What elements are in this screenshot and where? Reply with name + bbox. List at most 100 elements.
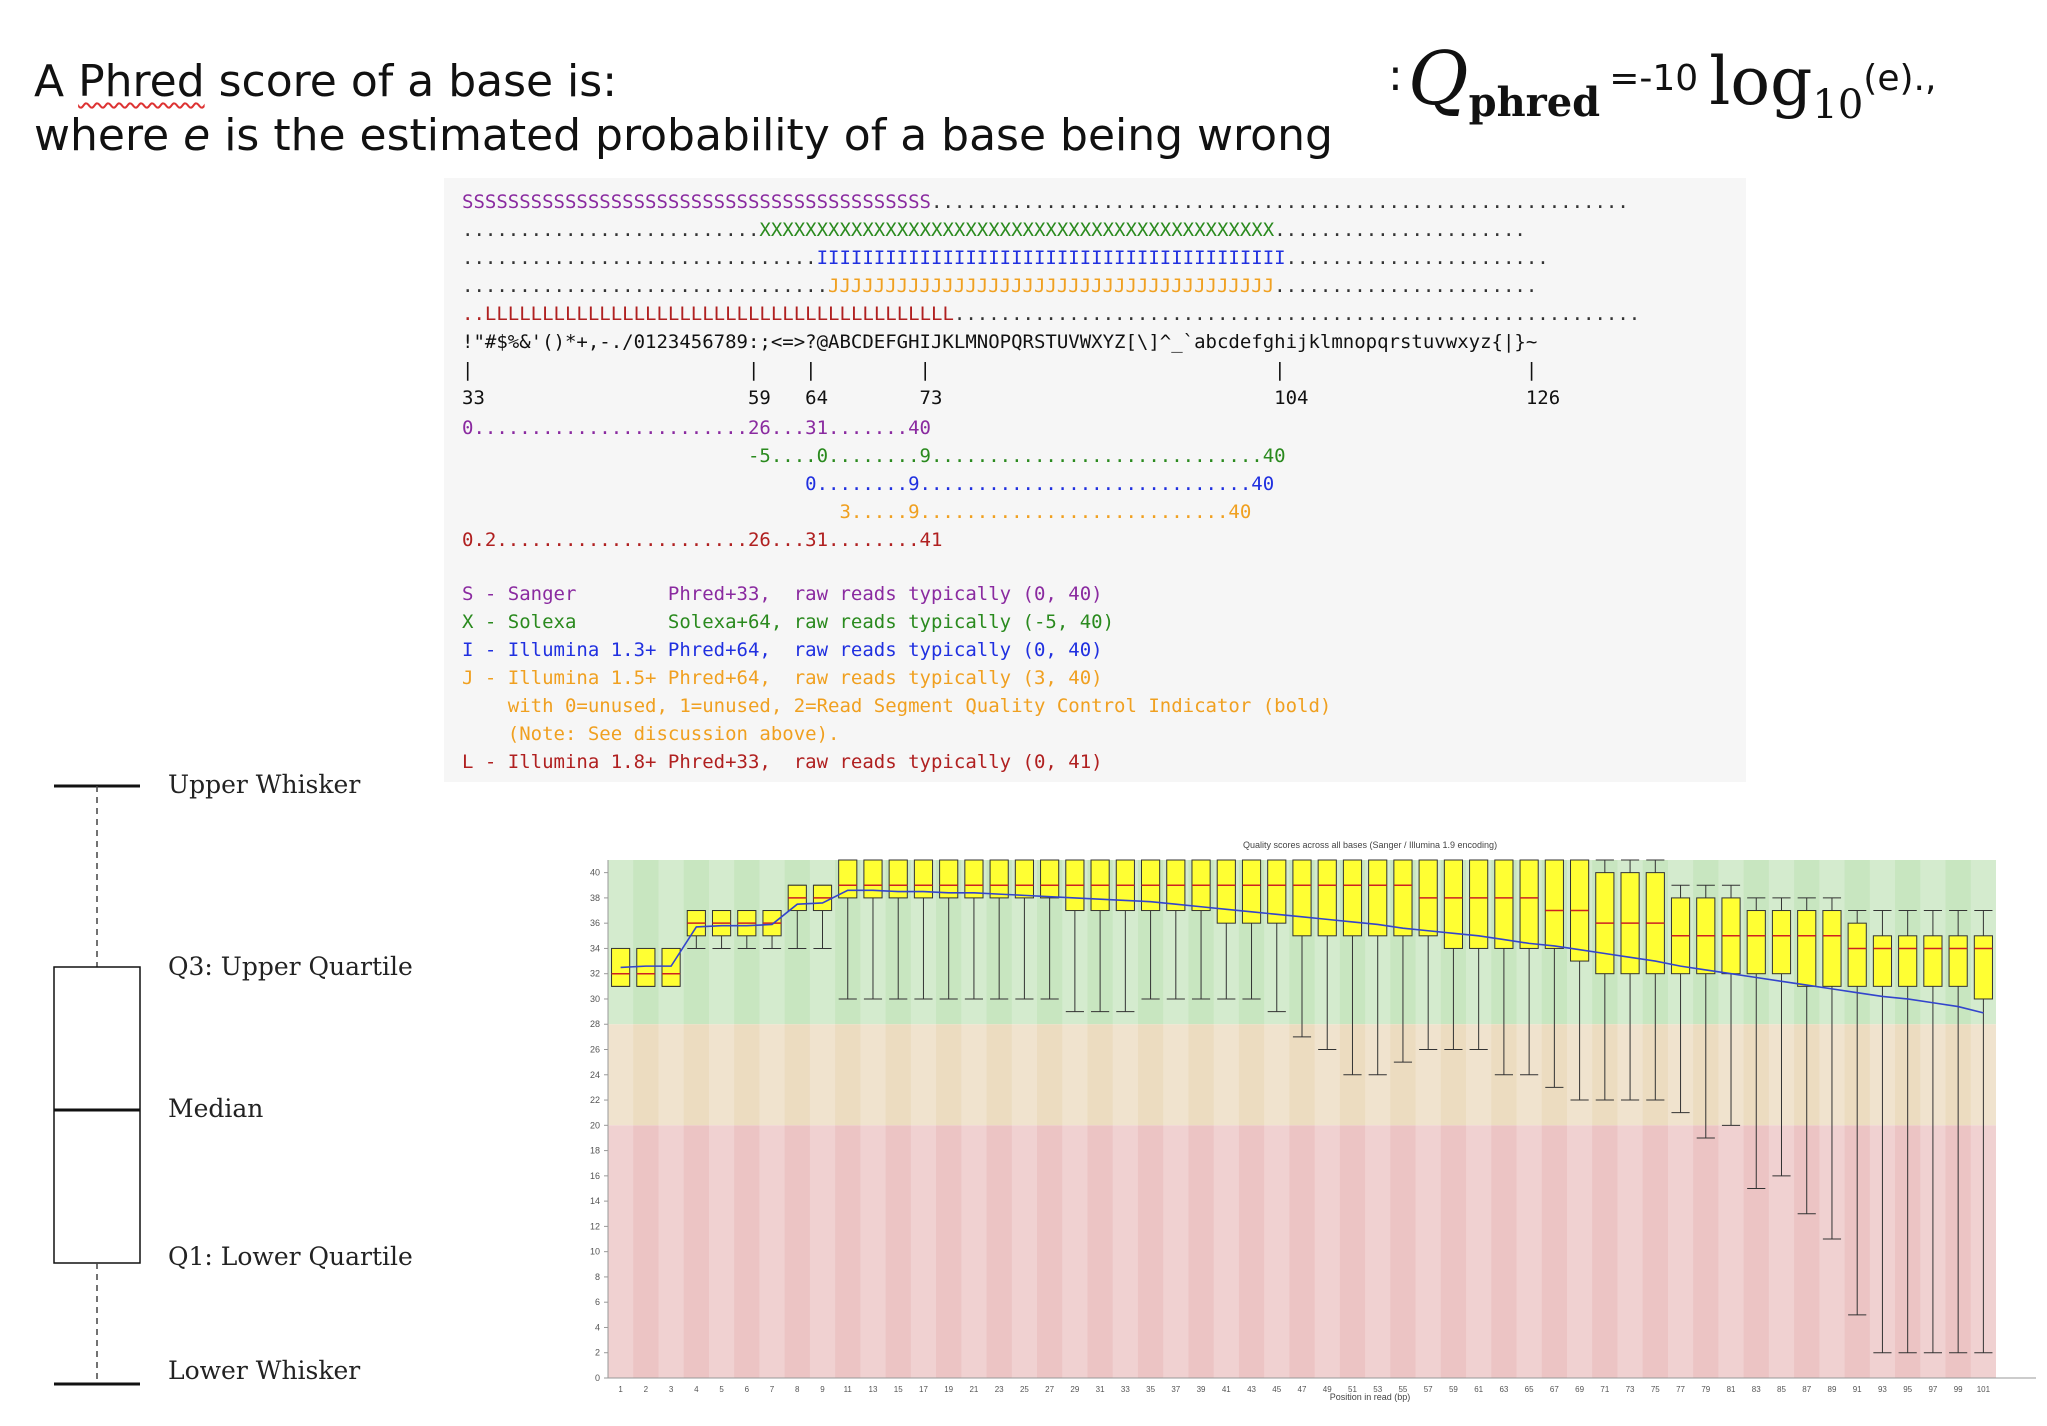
quality-box xyxy=(1267,859,1287,924)
x-tick-label: 73 xyxy=(1626,1385,1635,1394)
legend-solexa: X - Solexa Solexa+64, raw reads typicall… xyxy=(462,611,1115,633)
illumina15-range-row: ................................JJJJJJJJ… xyxy=(462,272,1537,300)
quality-box xyxy=(964,859,984,899)
y-tick-label: 12 xyxy=(590,1221,600,1231)
x-tick-label: 31 xyxy=(1096,1385,1105,1394)
y-tick-label: 14 xyxy=(590,1196,600,1206)
x-tick-label: 57 xyxy=(1424,1385,1433,1394)
legend-sanger: S - Sanger Phred+33, raw reads typically… xyxy=(462,583,1103,605)
x-tick-label: 61 xyxy=(1474,1385,1483,1394)
quality-box xyxy=(1771,910,1792,975)
legend-illumina15-note1: with 0=unused, 1=unused, 2=Read Segment … xyxy=(462,695,1332,717)
x-tick-label: 15 xyxy=(894,1385,903,1394)
quality-box xyxy=(1973,935,1993,1000)
formula-q-subscript: phred xyxy=(1468,79,1601,126)
x-tick-label: 69 xyxy=(1575,1385,1584,1394)
x-tick-label: 13 xyxy=(869,1385,878,1394)
quality-box xyxy=(1746,910,1766,975)
x-tick-label: 53 xyxy=(1373,1385,1382,1394)
quality-box xyxy=(1872,935,1893,987)
x-tick-label: 27 xyxy=(1045,1385,1054,1394)
score-row-illumina15: 3.....9...........................40 xyxy=(462,501,1252,523)
range-segment: .. xyxy=(462,303,485,325)
x-tick-label: 93 xyxy=(1878,1385,1887,1394)
legend-illumina15-note2: (Note: See discussion above). xyxy=(462,723,840,745)
upper-whisker-label: Upper Whisker xyxy=(168,770,361,799)
quality-box xyxy=(939,859,959,899)
y-tick-label: 36 xyxy=(590,918,600,928)
range-segment: ................................ xyxy=(462,275,829,297)
solexa-range-row: ..........................XXXXXXXXXXXXXX… xyxy=(462,216,1526,244)
x-tick-label: 3 xyxy=(669,1385,674,1394)
illumina13-range-row: ...............................IIIIIIIII… xyxy=(462,244,1549,272)
phred-word: Phred xyxy=(78,56,205,107)
y-tick-label: 30 xyxy=(590,994,600,1004)
y-tick-label: 28 xyxy=(590,1019,600,1029)
quality-zone xyxy=(608,1125,1996,1378)
quality-box xyxy=(1847,922,1867,987)
x-tick-label: 77 xyxy=(1676,1385,1685,1394)
lower-whisker-label: Lower Whisker xyxy=(168,1356,361,1385)
x-tick-label: 87 xyxy=(1802,1385,1811,1394)
column-stripe xyxy=(608,860,634,1378)
quality-box xyxy=(1923,935,1943,987)
x-tick-label: 85 xyxy=(1777,1385,1786,1394)
x-tick-label: 79 xyxy=(1701,1385,1710,1394)
x-tick-label: 71 xyxy=(1600,1385,1609,1394)
x-tick-label: 8 xyxy=(795,1385,800,1394)
range-segment: ....................... xyxy=(1285,247,1549,269)
quality-box xyxy=(1469,859,1489,949)
x-tick-label: 23 xyxy=(995,1385,1004,1394)
quality-box xyxy=(1216,859,1236,924)
legend-illumina13: I - Illumina 1.3+ Phred+64, raw reads ty… xyxy=(462,639,1103,661)
formula-trailing: , xyxy=(1924,58,1937,99)
score-row-solexa: -5....0........9........................… xyxy=(462,445,1286,467)
probability-definition-line: where e is the estimated probability of … xyxy=(34,110,1333,161)
quality-box xyxy=(888,859,908,899)
ascii-tick-marks: | | | | | | xyxy=(462,359,1538,381)
x-tick-label: 75 xyxy=(1651,1385,1660,1394)
quality-box xyxy=(1292,859,1312,937)
score-row-sanger: 0........................26...31.......4… xyxy=(462,417,931,439)
range-segment: ............................... xyxy=(462,247,817,269)
chart-title: Quality scores across all bases (Sanger … xyxy=(1243,840,1497,850)
boxplot-legend-diagram xyxy=(53,784,141,1386)
x-tick-label: 89 xyxy=(1828,1385,1837,1394)
x-tick-label: 91 xyxy=(1853,1385,1862,1394)
quartile-box xyxy=(53,966,141,1264)
phred-definition-line: A Phred score of a base is: xyxy=(34,56,617,107)
quality-box xyxy=(661,947,681,987)
y-tick-label: 32 xyxy=(590,969,600,979)
quality-box xyxy=(913,859,934,899)
y-tick-label: 10 xyxy=(590,1247,600,1257)
range-segment: ...................... xyxy=(1274,219,1526,241)
quality-box xyxy=(863,859,883,899)
y-tick-label: 0 xyxy=(595,1373,600,1383)
x-tick-label: 25 xyxy=(1020,1385,1029,1394)
quality-box xyxy=(1443,859,1464,949)
medians xyxy=(611,884,1993,975)
x-tick-label: 19 xyxy=(944,1385,953,1394)
quality-box xyxy=(1040,859,1060,899)
x-tick-label: 11 xyxy=(844,1385,853,1394)
mean-quality-line xyxy=(620,889,1984,1014)
ascii-character-row: !"#$%&'()*+,-./0123456789:;<=>?@ABCDEFGH… xyxy=(462,331,1538,353)
range-segment: LLLLLLLLLLLLLLLLLLLLLLLLLLLLLLLLLLLLLLLL… xyxy=(484,303,954,325)
x-tick-label: 5 xyxy=(719,1385,724,1394)
formula-log: log xyxy=(1709,43,1813,120)
x-tick-label: 83 xyxy=(1752,1385,1761,1394)
x-tick-label: 2 xyxy=(644,1385,649,1394)
x-tick-label: 21 xyxy=(969,1385,978,1394)
quality-box xyxy=(1519,859,1539,949)
y-tick-label: 20 xyxy=(590,1120,600,1130)
x-tick-label: 49 xyxy=(1323,1385,1332,1394)
y-tick-label: 40 xyxy=(590,868,600,878)
quality-box xyxy=(1014,859,1034,899)
q1-label: Q1: Lower Quartile xyxy=(168,1242,413,1271)
quality-scores-chart: Quality scores across all bases (Sanger … xyxy=(590,840,2036,1402)
x-tick-label: 4 xyxy=(694,1385,699,1394)
range-segment: XXXXXXXXXXXXXXXXXXXXXXXXXXXXXXXXXXXXXXXX… xyxy=(759,219,1275,241)
illumina18-range-row: ..LLLLLLLLLLLLLLLLLLLLLLLLLLLLLLLLLLLLLL… xyxy=(462,300,1640,328)
y-tick-label: 8 xyxy=(595,1272,600,1282)
